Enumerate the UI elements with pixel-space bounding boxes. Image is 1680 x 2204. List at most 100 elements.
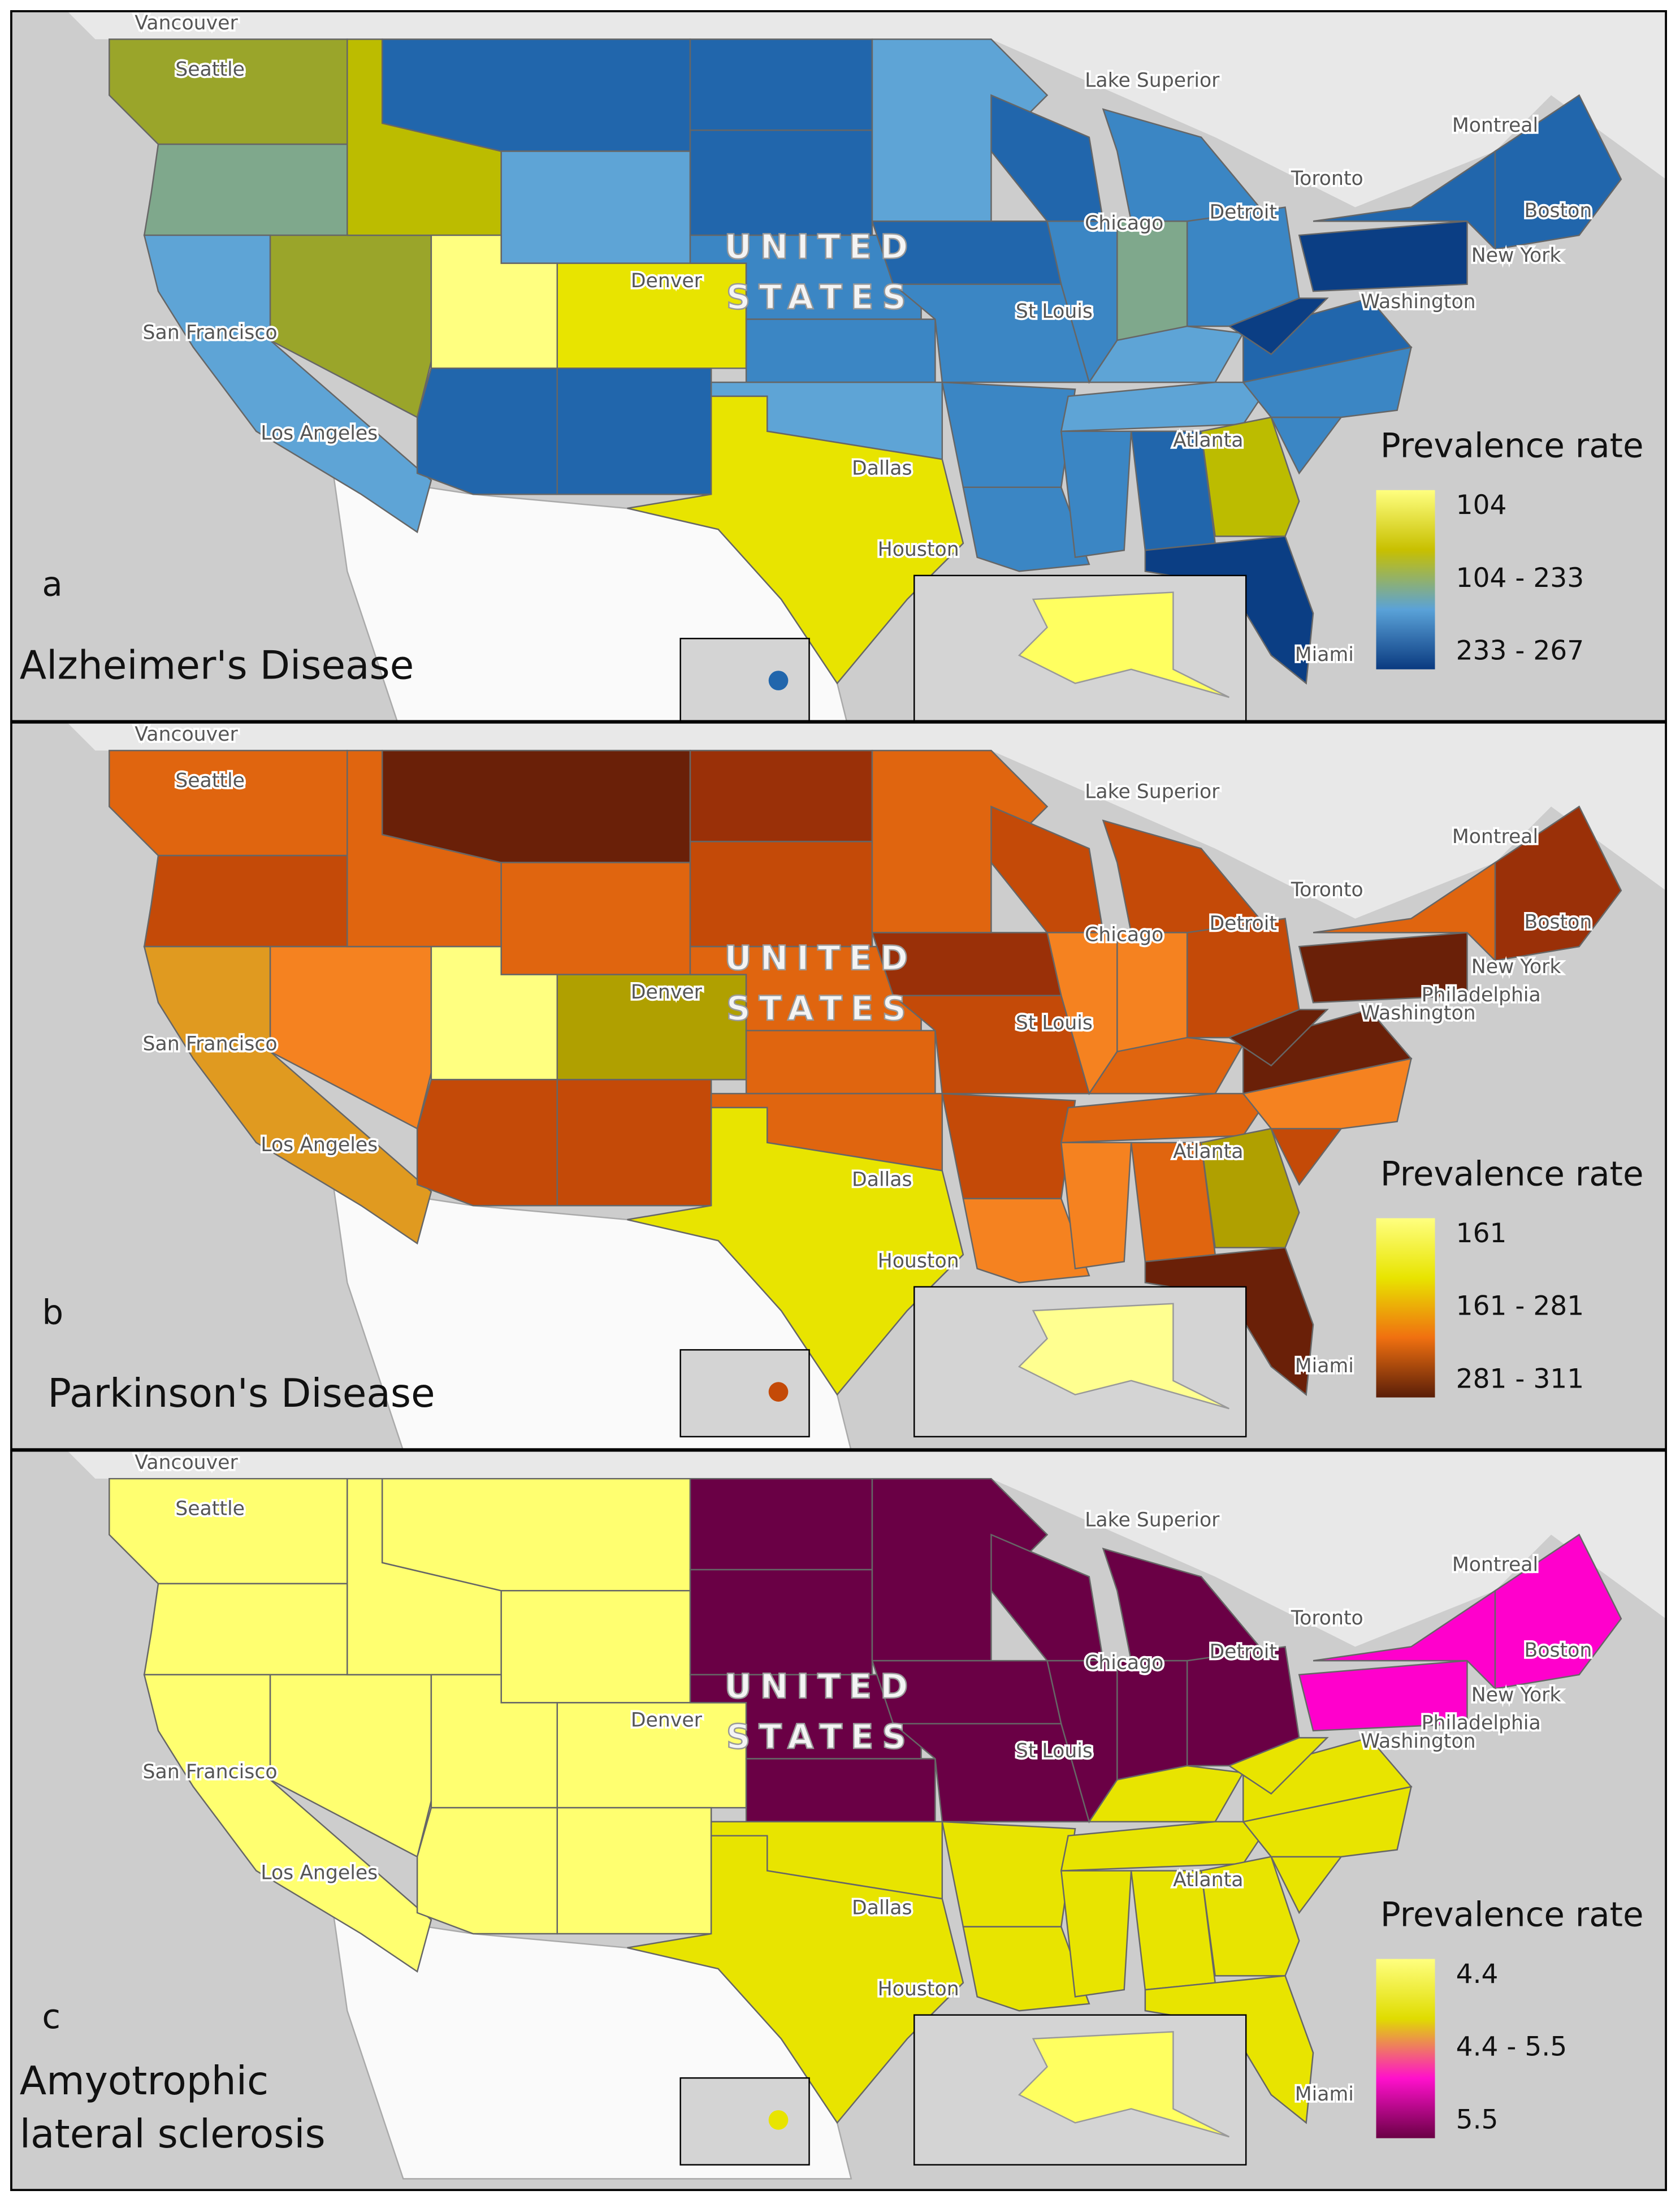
city-label: Washington	[1361, 1730, 1476, 1753]
city-label: Boston	[1525, 911, 1592, 934]
city-label: Lake Superior	[1085, 781, 1220, 803]
city-label: San Francisco	[143, 321, 278, 344]
alaska	[1017, 1303, 1230, 1410]
state	[1060, 1870, 1132, 1998]
state	[627, 395, 964, 685]
city-label: Philadelphia	[1422, 1712, 1541, 1735]
state	[962, 1926, 1090, 2012]
state	[1494, 805, 1622, 962]
state	[1298, 220, 1468, 292]
state	[1144, 1247, 1314, 1396]
country-label: STATES	[726, 1718, 915, 1757]
legend-label: 4.4 - 5.5	[1456, 2032, 1568, 2063]
city-label: New York	[1471, 1684, 1561, 1706]
state	[689, 750, 873, 842]
state	[627, 1835, 964, 2124]
state	[941, 381, 1076, 489]
state	[1242, 1736, 1413, 1823]
panel-frame	[10, 721, 1667, 1451]
city-label: San Francisco	[143, 1761, 278, 1783]
state	[627, 1107, 964, 1396]
city-label: Atlanta	[1173, 429, 1243, 452]
city-label: Lake Superior	[1085, 70, 1220, 92]
disease-label: Parkinson's Disease	[47, 1371, 435, 1416]
city-label: Miami	[1295, 1355, 1354, 1377]
legend-label: 233 - 267	[1456, 636, 1584, 667]
state	[1144, 1975, 1314, 2124]
country-label: UNITED	[724, 939, 916, 978]
disease-label: Amyotrophic	[20, 2059, 269, 2104]
disease-label: lateral sclerosis	[20, 2112, 326, 2157]
state	[689, 841, 873, 948]
hawaii	[768, 1382, 789, 1402]
state	[556, 1807, 712, 1935]
map-body: Vancouver Seattle San Francisco Los Angeles…	[11, 11, 1666, 721]
city-label: Houston	[878, 1250, 959, 1272]
state	[891, 283, 1090, 383]
state	[1060, 1821, 1273, 1872]
city-label: Vancouver	[135, 12, 238, 34]
city-label: Los Angeles	[261, 1134, 378, 1156]
city-label: St Louis	[1016, 1740, 1093, 1762]
alaska	[1017, 591, 1230, 698]
city-label: Montreal	[1452, 1554, 1538, 1576]
city-label: Seattle	[175, 58, 245, 81]
city-label: Seattle	[175, 1498, 245, 1520]
state	[1298, 1660, 1468, 1732]
state	[109, 750, 348, 857]
legend-label: 104	[1456, 490, 1507, 521]
legend-bar	[1376, 1218, 1435, 1398]
hawaii	[768, 2110, 789, 2130]
state	[689, 1568, 873, 1676]
city-label: Detroit	[1209, 201, 1277, 223]
state	[689, 1477, 873, 1571]
city-label: Vancouver	[135, 723, 238, 746]
city-label: Atlanta	[1173, 1140, 1243, 1163]
state	[689, 129, 873, 236]
map-panel: Vancouver Seattle San Francisco Los Angeles…	[10, 10, 1667, 723]
state	[109, 1477, 348, 1585]
state	[381, 1477, 691, 1592]
legend-title: Prevalence rate	[1380, 427, 1644, 466]
country-label: STATES	[726, 278, 915, 317]
panel-letter: a	[42, 565, 62, 604]
alaska	[1017, 2031, 1230, 2138]
city-label: Los Angeles	[261, 1862, 378, 1885]
city-label: St Louis	[1016, 1012, 1093, 1034]
city-label: Chicago	[1085, 212, 1163, 235]
legend-label: 5.5	[1456, 2104, 1499, 2135]
hawaii-inset	[679, 1349, 810, 1438]
city-label: Dallas	[852, 457, 912, 480]
city-label: Atlanta	[1173, 1869, 1243, 1891]
state	[500, 1590, 691, 1704]
hawaii-inset	[679, 638, 810, 721]
legend-label: 4.4	[1456, 1959, 1499, 1990]
city-label: San Francisco	[143, 1032, 278, 1055]
city-label: Vancouver	[135, 1451, 238, 1474]
state	[1200, 1127, 1300, 1248]
state	[1242, 1009, 1413, 1095]
city-label: Chicago	[1085, 923, 1163, 946]
state	[1060, 430, 1132, 559]
state	[1088, 325, 1245, 383]
panel-letter: c	[42, 1998, 60, 2037]
country-label: STATES	[726, 989, 915, 1028]
state	[1116, 221, 1188, 342]
canada	[11, 1450, 1666, 1647]
legend-label: 104 - 233	[1456, 563, 1584, 594]
state	[1116, 932, 1188, 1053]
panel-letter: b	[42, 1294, 63, 1333]
state	[500, 150, 691, 264]
city-label: Dallas	[852, 1169, 912, 1191]
city-label: Denver	[631, 270, 703, 292]
city-label: Boston	[1525, 1639, 1592, 1662]
state	[745, 318, 936, 383]
city-label: Montreal	[1452, 826, 1538, 848]
city-label: Miami	[1295, 2083, 1354, 2106]
city-label: Dallas	[852, 1896, 912, 1919]
city-label: New York	[1471, 244, 1561, 267]
state	[1227, 297, 1329, 356]
state	[1227, 1737, 1329, 1795]
city-label: New York	[1471, 956, 1561, 978]
